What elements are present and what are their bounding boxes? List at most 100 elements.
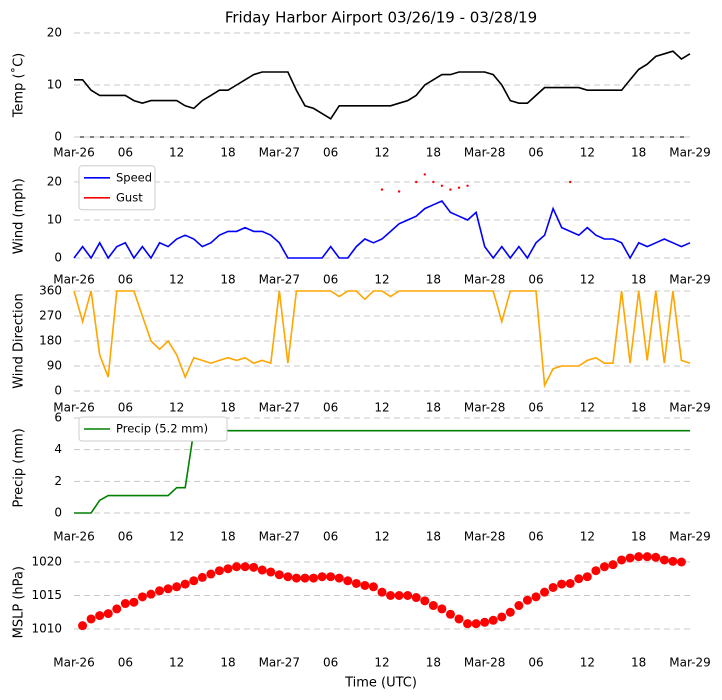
data-point xyxy=(557,579,567,589)
data-point xyxy=(343,576,353,586)
x-tick-label: 06 xyxy=(323,656,338,670)
x-tick-label: Mar-26 xyxy=(53,273,94,287)
x-tick-label: 18 xyxy=(426,401,441,415)
x-tick-label: 18 xyxy=(426,273,441,287)
x-tick-label: 12 xyxy=(580,273,595,287)
data-point xyxy=(351,578,361,588)
y-axis-label: Wind Direction xyxy=(12,293,27,389)
data-line xyxy=(74,429,690,514)
y-tick-label: 10 xyxy=(47,213,62,227)
y-tick-label: 90 xyxy=(47,359,62,373)
data-point xyxy=(591,566,601,576)
data-point xyxy=(428,601,438,611)
data-point xyxy=(423,173,426,176)
x-tick-label: 06 xyxy=(323,146,338,160)
data-point xyxy=(274,570,284,580)
data-point xyxy=(432,180,435,184)
data-point xyxy=(505,607,515,617)
data-point xyxy=(582,572,592,582)
x-tick-label: 18 xyxy=(220,656,235,670)
data-point xyxy=(599,562,609,572)
data-point xyxy=(569,180,572,184)
data-point xyxy=(317,572,327,582)
data-line xyxy=(73,200,691,260)
x-tick-label: 12 xyxy=(374,273,389,287)
y-tick-label: 0 xyxy=(54,251,62,265)
data-point xyxy=(197,572,207,582)
x-tick-label: 18 xyxy=(220,530,235,544)
data-point xyxy=(291,573,301,583)
data-point xyxy=(480,617,490,627)
x-tick-label: 18 xyxy=(426,530,441,544)
y-tick-label: 10 xyxy=(47,78,62,92)
data-point xyxy=(608,560,618,570)
x-tick-label: 18 xyxy=(631,656,646,670)
x-tick-label: Mar-29 xyxy=(669,530,710,544)
data-point xyxy=(488,615,498,625)
x-tick-label: 18 xyxy=(631,146,646,160)
y-tick-label: 0 xyxy=(54,384,62,398)
y-tick-label: 6 xyxy=(54,411,62,425)
data-point xyxy=(403,591,413,600)
x-tick-label: 12 xyxy=(580,401,595,415)
data-point xyxy=(240,562,250,572)
x-tick-label: 06 xyxy=(528,401,543,415)
data-point xyxy=(676,557,686,567)
x-tick-label: 18 xyxy=(426,656,441,670)
y-axis-label: Precip (mm) xyxy=(12,428,27,507)
data-point xyxy=(540,587,550,597)
x-tick-label: 12 xyxy=(580,146,595,160)
x-tick-label: Mar-28 xyxy=(464,656,505,670)
data-point xyxy=(514,601,524,611)
legend-label: Gust xyxy=(116,190,143,204)
data-point xyxy=(466,184,469,187)
x-tick-label: 12 xyxy=(580,656,595,670)
data-point xyxy=(625,553,635,563)
data-point xyxy=(309,573,319,583)
data-point xyxy=(668,556,678,566)
data-point xyxy=(411,593,421,603)
legend-label: Precip (5.2 mm) xyxy=(116,422,208,436)
x-tick-label: 06 xyxy=(528,656,543,670)
x-tick-label: 12 xyxy=(580,530,595,544)
data-point xyxy=(386,591,396,600)
x-tick-label: Mar-28 xyxy=(464,146,505,160)
x-tick-label: 12 xyxy=(169,146,184,160)
x-tick-label: 06 xyxy=(118,146,133,160)
data-point xyxy=(617,555,627,565)
y-tick-label: 0 xyxy=(54,130,62,144)
x-tick-label: Mar-28 xyxy=(464,530,505,544)
data-point xyxy=(86,614,96,624)
x-tick-label: 18 xyxy=(631,273,646,287)
x-tick-label: 06 xyxy=(528,146,543,160)
x-tick-label: Mar-27 xyxy=(259,401,300,415)
y-tick-label: 270 xyxy=(39,309,62,323)
data-point xyxy=(95,611,105,621)
x-tick-label: Mar-27 xyxy=(259,656,300,670)
data-point xyxy=(326,572,336,582)
x-tick-label: 06 xyxy=(528,530,543,544)
x-tick-label: 12 xyxy=(169,273,184,287)
x-tick-label: 18 xyxy=(220,401,235,415)
data-point xyxy=(377,587,387,597)
data-point xyxy=(651,552,661,562)
data-point xyxy=(257,565,267,575)
data-point xyxy=(659,555,669,565)
data-point xyxy=(223,564,233,574)
data-point xyxy=(437,604,447,614)
x-tick-label: 06 xyxy=(528,273,543,287)
data-point xyxy=(360,580,370,590)
data-point xyxy=(266,567,276,577)
x-tick-label: 18 xyxy=(220,273,235,287)
x-tick-label: Mar-28 xyxy=(464,401,505,415)
data-point xyxy=(120,599,130,609)
x-tick-label: 12 xyxy=(374,401,389,415)
x-axis-label: Time (UTC) xyxy=(344,676,417,691)
x-tick-label: Mar-28 xyxy=(464,273,505,287)
x-tick-label: Mar-26 xyxy=(53,530,94,544)
data-point xyxy=(214,566,224,576)
x-tick-label: 18 xyxy=(220,146,235,160)
data-point xyxy=(445,609,455,619)
data-point xyxy=(440,184,444,187)
data-point xyxy=(129,597,139,607)
